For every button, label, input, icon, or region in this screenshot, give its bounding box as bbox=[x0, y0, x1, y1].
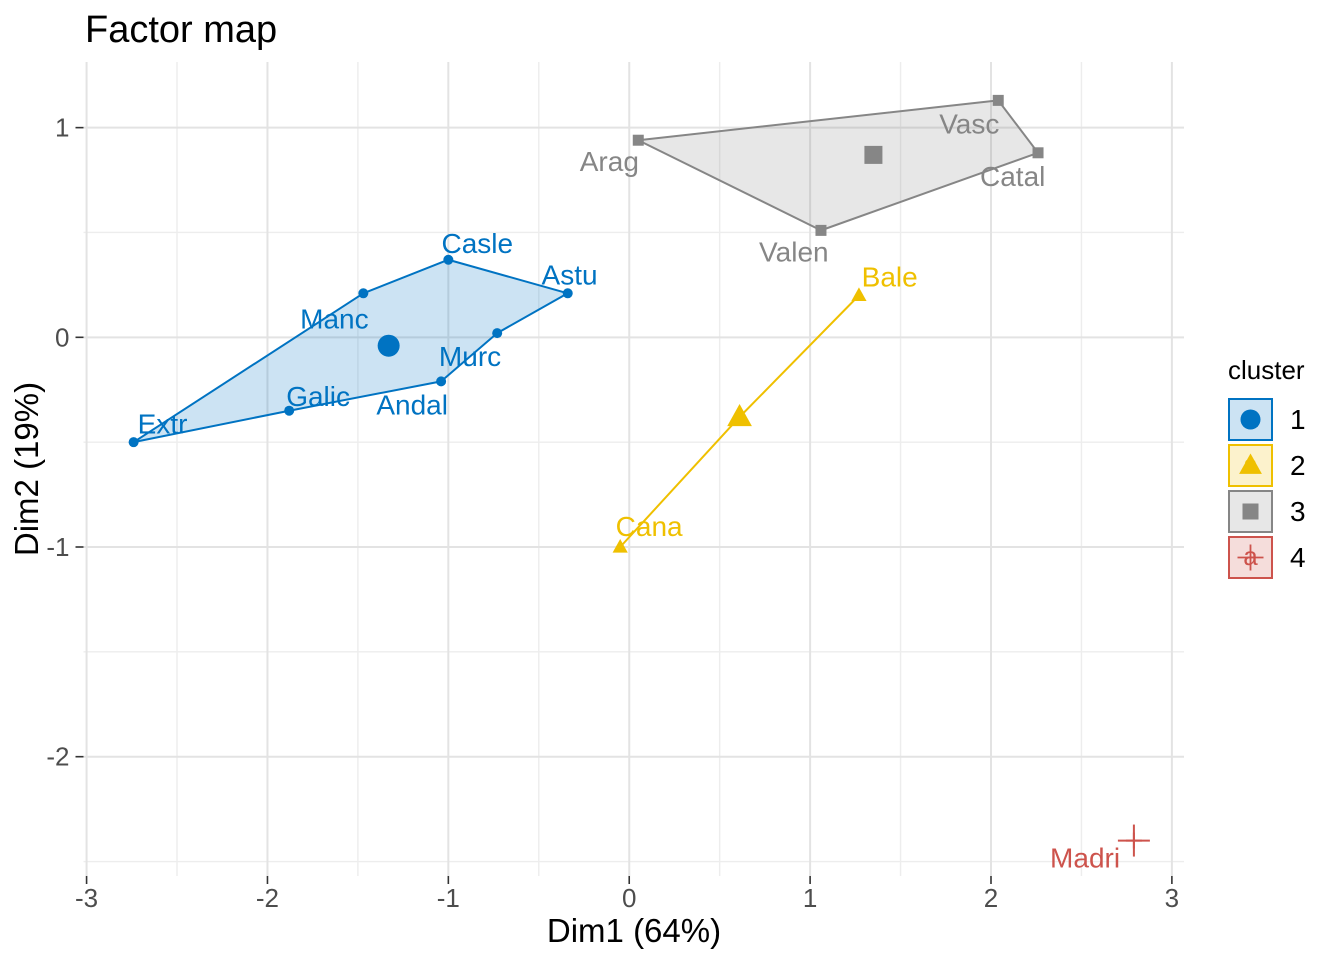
cluster-2-centroid bbox=[727, 403, 752, 427]
svg-text:a: a bbox=[1243, 541, 1258, 571]
point-Astu bbox=[562, 288, 573, 299]
point-Murc bbox=[492, 328, 503, 339]
legend-key-square-icon: a bbox=[1228, 490, 1273, 533]
legend-entry-label: 4 bbox=[1290, 541, 1306, 573]
point-label-Cana: Cana bbox=[616, 511, 683, 542]
legend-entry-label: 1 bbox=[1290, 403, 1306, 435]
point-Galic bbox=[284, 405, 295, 416]
point-label-Vasc: Vasc bbox=[939, 108, 999, 139]
point-Valen bbox=[815, 224, 827, 236]
legend-key-triangle-icon: a bbox=[1228, 444, 1273, 487]
cluster-3-centroid bbox=[864, 145, 883, 164]
cluster-4-centroid bbox=[1117, 824, 1150, 857]
point-Bale bbox=[851, 287, 867, 301]
point-label-Casle: Casle bbox=[441, 228, 513, 259]
legend-entry-3: a3 bbox=[1228, 490, 1306, 533]
point-Manc bbox=[358, 288, 369, 299]
point-label-Galic: Galic bbox=[286, 381, 350, 412]
legend-entry-1: a1 bbox=[1228, 398, 1306, 441]
legend-key-circle-icon: a bbox=[1228, 398, 1273, 441]
point-label-Arag: Arag bbox=[580, 146, 639, 177]
point-label-Manc: Manc bbox=[300, 303, 368, 334]
y-tick-label: 0 bbox=[55, 322, 69, 352]
point-label-Madri: Madri bbox=[1050, 842, 1120, 873]
legend-title: cluster bbox=[1228, 355, 1305, 385]
legend-entry-2: a2 bbox=[1228, 444, 1306, 487]
x-tick-label: 1 bbox=[803, 883, 817, 913]
point-label-Valen: Valen bbox=[759, 236, 829, 267]
point-Arag bbox=[632, 134, 644, 146]
y-tick-label: -1 bbox=[46, 532, 69, 562]
point-Vasc bbox=[992, 94, 1004, 106]
x-tick-label: -1 bbox=[437, 883, 460, 913]
legend-entries: a1a2a3a4 bbox=[1228, 398, 1306, 579]
plot-title: Factor map bbox=[85, 9, 278, 51]
point-Andal bbox=[436, 376, 447, 387]
x-tick-label: -2 bbox=[256, 883, 279, 913]
point-Catal bbox=[1032, 147, 1044, 159]
point-label-Astu: Astu bbox=[542, 259, 598, 290]
point-Cana bbox=[612, 539, 628, 553]
legend-entry-label: 2 bbox=[1290, 449, 1306, 481]
y-axis-title: Dim2 (19%) bbox=[8, 381, 45, 557]
point-Extr bbox=[128, 437, 139, 448]
point-label-Extr: Extr bbox=[138, 408, 188, 439]
point-label-Catal: Catal bbox=[980, 161, 1045, 192]
legend-entry-label: 3 bbox=[1290, 495, 1306, 527]
legend: cluster a1a2a3a4 bbox=[1228, 355, 1306, 582]
cluster-1-centroid bbox=[377, 334, 400, 357]
cluster-1-hull bbox=[132, 258, 569, 444]
x-tick-label: 2 bbox=[984, 883, 998, 913]
y-tick-label: 1 bbox=[55, 113, 69, 143]
legend-key-plus-icon: a bbox=[1228, 536, 1273, 579]
point-Casle bbox=[443, 254, 454, 265]
point-label-Andal: Andal bbox=[376, 389, 448, 420]
y-tick-label: -2 bbox=[46, 742, 69, 772]
point-label-Murc: Murc bbox=[439, 341, 501, 372]
point-label-Bale: Bale bbox=[862, 262, 918, 293]
x-axis-title: Dim1 (64%) bbox=[546, 912, 722, 949]
x-tick-label: 0 bbox=[622, 883, 636, 913]
x-tick-label: 3 bbox=[1165, 883, 1179, 913]
x-tick-label: -3 bbox=[75, 883, 98, 913]
